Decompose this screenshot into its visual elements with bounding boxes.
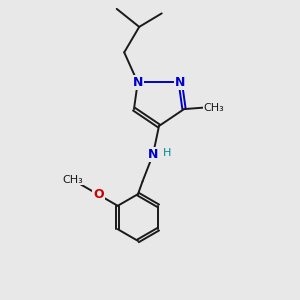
Text: CH₃: CH₃: [204, 103, 224, 112]
Text: O: O: [93, 188, 104, 201]
Text: N: N: [175, 76, 185, 89]
Text: H: H: [163, 148, 172, 158]
Text: N: N: [148, 148, 158, 161]
Text: N: N: [133, 76, 143, 89]
Text: CH₃: CH₃: [62, 175, 82, 184]
